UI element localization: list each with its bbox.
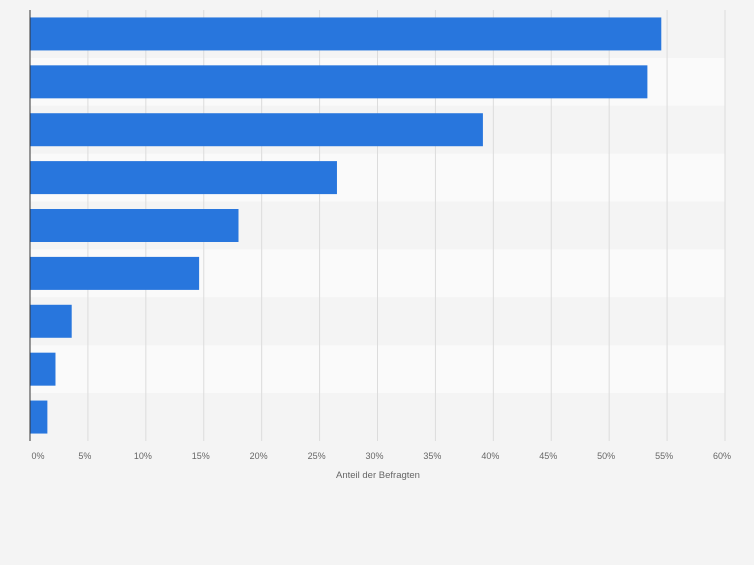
x-tick-label: 0%: [31, 451, 44, 461]
bar[interactable]: [30, 352, 56, 386]
bar[interactable]: [30, 17, 662, 51]
x-tick-label: 55%: [655, 451, 673, 461]
x-tick-label: 5%: [78, 451, 91, 461]
x-tick-label: 50%: [597, 451, 615, 461]
x-tick-label: 40%: [481, 451, 499, 461]
x-tick-label: 25%: [308, 451, 326, 461]
x-tick-label: 35%: [423, 451, 441, 461]
x-tick-label: 10%: [134, 451, 152, 461]
bar[interactable]: [30, 400, 48, 434]
x-tick-label: 30%: [365, 451, 383, 461]
bar[interactable]: [30, 113, 483, 147]
x-axis-label: Anteil der Befragten: [336, 470, 420, 481]
x-tick-labels: 0% 5% 10% 15% 20% 25% 30% 35% 40% 45% 50% 55% 60%: [31, 451, 731, 461]
bars: [30, 17, 662, 434]
bar[interactable]: [30, 65, 648, 99]
x-tick-label: 15%: [192, 451, 210, 461]
bar[interactable]: [30, 304, 72, 338]
x-tick-label: 20%: [250, 451, 268, 461]
x-tick-label: 45%: [539, 451, 557, 461]
bar[interactable]: [30, 256, 200, 290]
x-tick-label: 60%: [713, 451, 731, 461]
bar[interactable]: [30, 209, 239, 242]
bar[interactable]: [30, 161, 337, 195]
